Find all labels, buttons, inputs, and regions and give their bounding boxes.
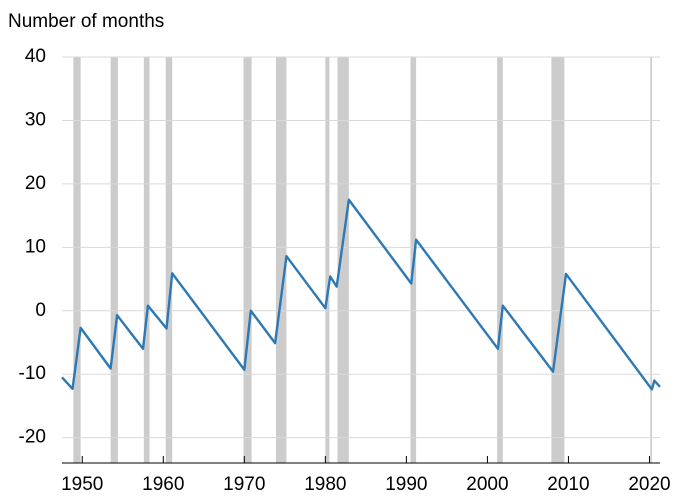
recession-band — [275, 57, 287, 463]
recession-band — [110, 57, 118, 463]
recession-band — [165, 57, 173, 463]
recession-band — [337, 57, 349, 463]
recession-band — [551, 57, 565, 463]
y-tick-label: 40 — [25, 46, 46, 67]
x-tick-label: 2010 — [547, 474, 589, 495]
y-tick-label: -10 — [19, 363, 46, 384]
data-line — [61, 198, 661, 391]
recession-band — [325, 57, 330, 463]
x-tick-label: 1980 — [304, 474, 346, 495]
recession-band — [73, 57, 81, 463]
y-tick-label: 30 — [25, 109, 46, 130]
y-tick-label: 0 — [35, 300, 46, 321]
y-tick-label: -20 — [19, 427, 46, 448]
recession-band — [143, 57, 150, 463]
x-tick-label: 1960 — [142, 474, 184, 495]
x-tick-label: 2020 — [628, 474, 670, 495]
y-tick-label: 20 — [25, 173, 46, 194]
x-tick-label: 1990 — [385, 474, 427, 495]
y-axis-label: Number of months — [8, 11, 164, 32]
x-tick-label: 2000 — [466, 474, 508, 495]
x-tick-label: 1970 — [223, 474, 265, 495]
recession-band — [497, 57, 503, 463]
x-tick-label: 1950 — [61, 474, 103, 495]
y-tick-label: 10 — [25, 236, 46, 257]
recession-band — [650, 57, 652, 463]
recession-band — [243, 57, 252, 463]
